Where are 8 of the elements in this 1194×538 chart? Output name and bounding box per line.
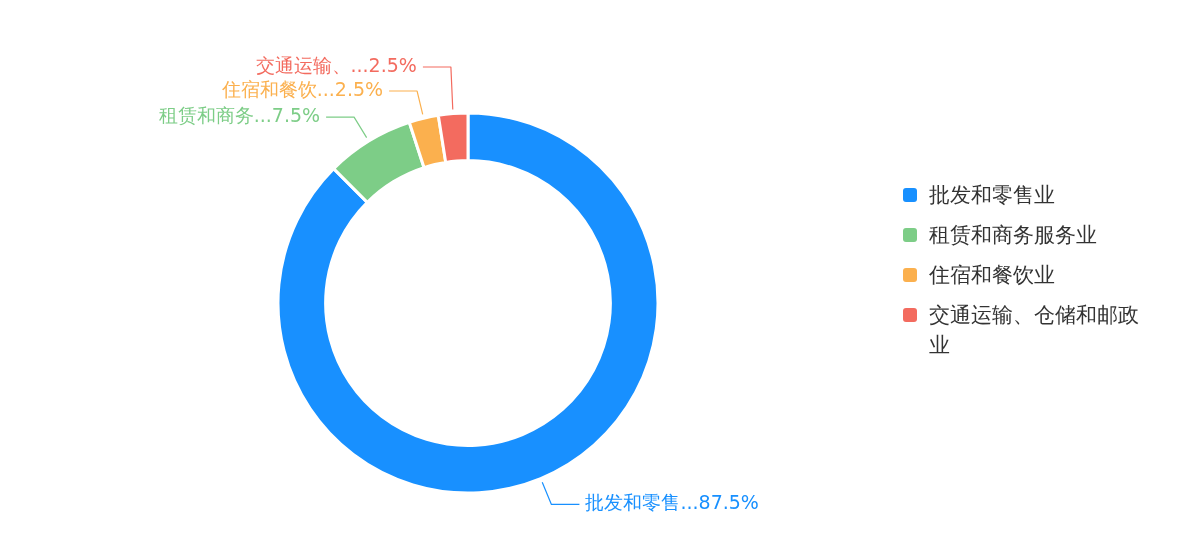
legend-label: 批发和零售业 [929,182,1055,209]
text: 租赁和商务...7.5% [158,104,321,127]
legend-label: 住宿和餐饮业 [929,262,1055,289]
text: 批发和零售...87.5% [585,491,759,514]
text: 住宿和餐饮...2.5% [221,77,384,100]
text: 交通运输、...2.5% [255,53,417,76]
legend-label: 交通运输、仓储和邮政业 [929,302,1140,359]
legend-label: 租赁和商务服务业 [929,222,1097,249]
